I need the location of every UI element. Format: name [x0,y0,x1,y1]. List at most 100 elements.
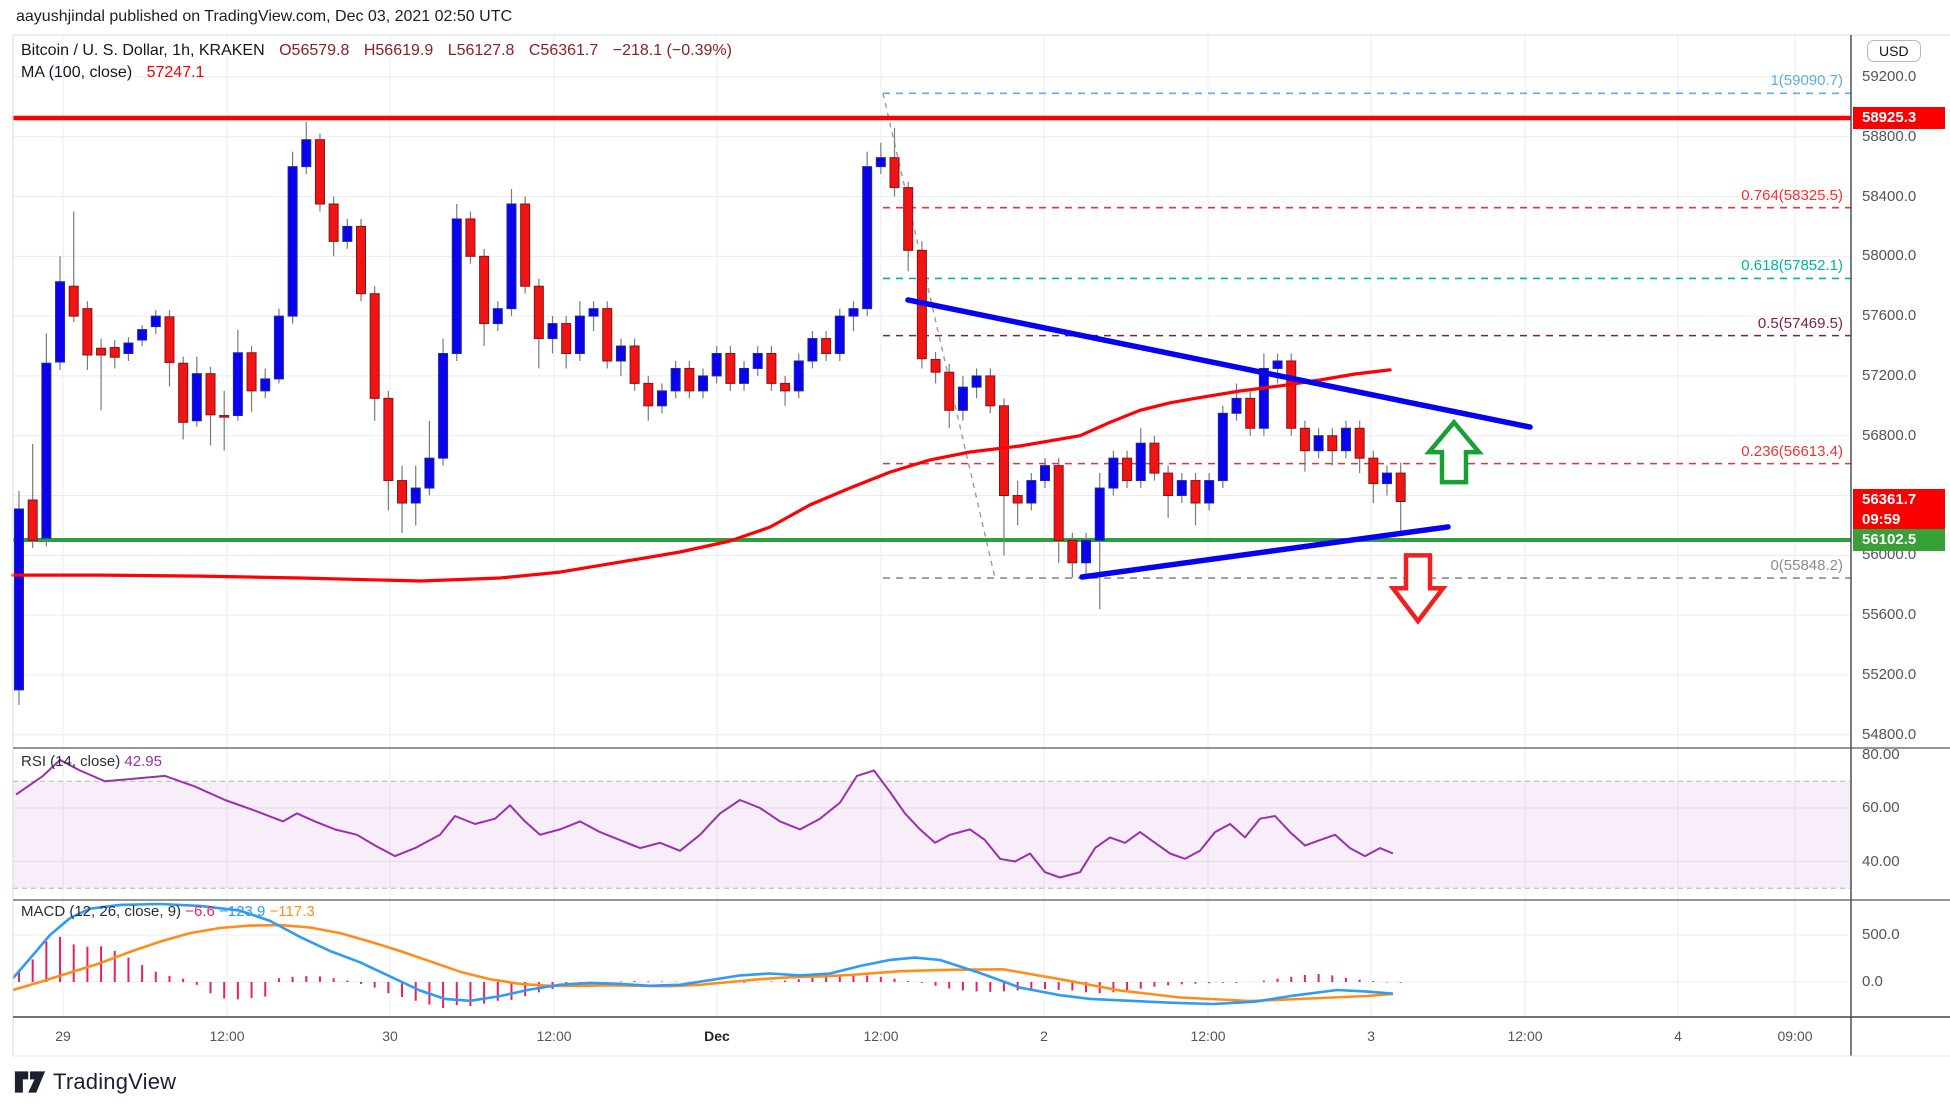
rsi-line [15,758,1394,879]
macd-label[interactable]: MACD (12, 26, close, 9) [21,903,182,920]
candle-body [356,225,366,295]
ma-status-row: MA (100, close) 57247.1 [21,64,214,82]
candle-body [615,345,626,362]
candle-body [588,308,599,317]
candle-body [55,281,66,363]
time-tick-label: 4 [1674,1028,1682,1044]
price-tick-label: 58000.0 [1862,247,1917,265]
candle-body [821,338,832,354]
candle-body [96,347,107,356]
candle-body [1094,487,1105,541]
candle-body [314,139,325,205]
macd-signal-value: −117.3 [269,903,315,920]
candle-body [1217,412,1228,482]
candle-body [438,352,449,459]
candle-body [574,315,585,354]
macd-tick-label: 500.0 [1862,926,1900,943]
candle-body [246,352,257,392]
macd-signal-line [12,923,1394,1003]
candle-body [164,316,175,363]
ohlc-open: O56579.8 [279,42,350,59]
candle-body [1245,397,1256,429]
macd-line-value: −123.9 [219,903,266,920]
candle-body [903,187,914,251]
candle-body [178,362,189,423]
candle-body [1176,480,1187,497]
candle-body [725,352,736,384]
candle-body [533,285,544,340]
candle-body [643,382,654,407]
candle-body [342,225,353,242]
candle-body [1204,480,1215,504]
candle-body [561,323,572,354]
candle-body [711,352,722,377]
candle-body [862,166,873,310]
candle-body [780,382,791,392]
candle-body [492,308,503,325]
ohlc-close: C56361.7 [528,42,599,59]
candle-body [520,203,531,287]
last-price-value: 56361.7 [1862,491,1917,509]
candle-body [1382,472,1392,485]
candle-body [998,405,1009,497]
candle-body [287,166,298,317]
time-tick-label: 29 [55,1028,71,1044]
tradingview-logo-icon [14,1071,46,1093]
candle-body [1149,442,1160,474]
fib-level-label: 0.618(57852.1) [1741,257,1843,275]
rsi-tick-label: 60.00 [1862,799,1900,816]
candle-body [424,457,435,489]
candle-body [807,338,818,362]
candle-body [670,367,681,392]
candle-body [1272,360,1283,369]
currency-toggle-button[interactable]: USD [1867,40,1921,62]
time-tick-label: 12:00 [536,1028,572,1044]
candle-body [766,352,777,384]
published-bar: aayushjindal published on TradingView.co… [16,8,513,25]
time-tick-label: 12:00 [1507,1028,1543,1044]
price-tick-label: 56800.0 [1862,426,1917,444]
macd-tick-label: 0.0 [1862,973,1883,990]
ma-value: 57247.1 [146,64,205,81]
candle-body [1299,427,1310,452]
symbol-status-row: Bitcoin / U. S. Dollar, 1h, KRAKEN O5657… [21,42,742,60]
rsi-label[interactable]: RSI (14, close) [21,753,121,770]
candle-body [834,315,845,354]
candle-body [82,308,93,356]
candle-body [205,373,216,416]
tradingview-watermark[interactable]: TradingView [14,1068,176,1096]
candle-body [14,508,24,691]
candle-body [397,480,408,504]
ma-label[interactable]: MA (100, close) [21,64,133,81]
candle-body [1163,472,1174,497]
rsi-tick-label: 80.00 [1862,745,1900,763]
candle-body [410,487,421,504]
price-tick-label: 58400.0 [1862,187,1917,205]
candle-body [273,315,284,380]
candle-body [656,390,667,407]
time-tick-label: Dec [704,1028,730,1044]
symbol-title[interactable]: Bitcoin / U. S. Dollar, 1h, KRAKEN [21,42,265,59]
time-tick-label: 12:00 [863,1028,899,1044]
candle-body [109,347,120,358]
watermark-text: TradingView [53,1069,177,1094]
candle-body [123,342,134,354]
candle-body [1327,435,1338,452]
candle-body [137,329,148,341]
candle-body [889,157,900,189]
rsi-band [13,781,1851,889]
candle-body [27,499,38,541]
rsi-value: 42.95 [124,753,162,770]
candle-body [1122,457,1133,482]
candle-body [1231,397,1242,414]
trendline [905,297,1533,430]
price-tick-label: 58800.0 [1862,127,1917,145]
macd-histogram-value: −6.6 [185,903,215,920]
macd-status-row: MACD (12, 26, close, 9) −6.6 −123.9 −117… [21,903,315,920]
price-change: −218.1 (−0.39%) [612,42,732,59]
candle-body [1026,480,1037,504]
candle-body [971,375,982,388]
candle-body [602,308,613,362]
